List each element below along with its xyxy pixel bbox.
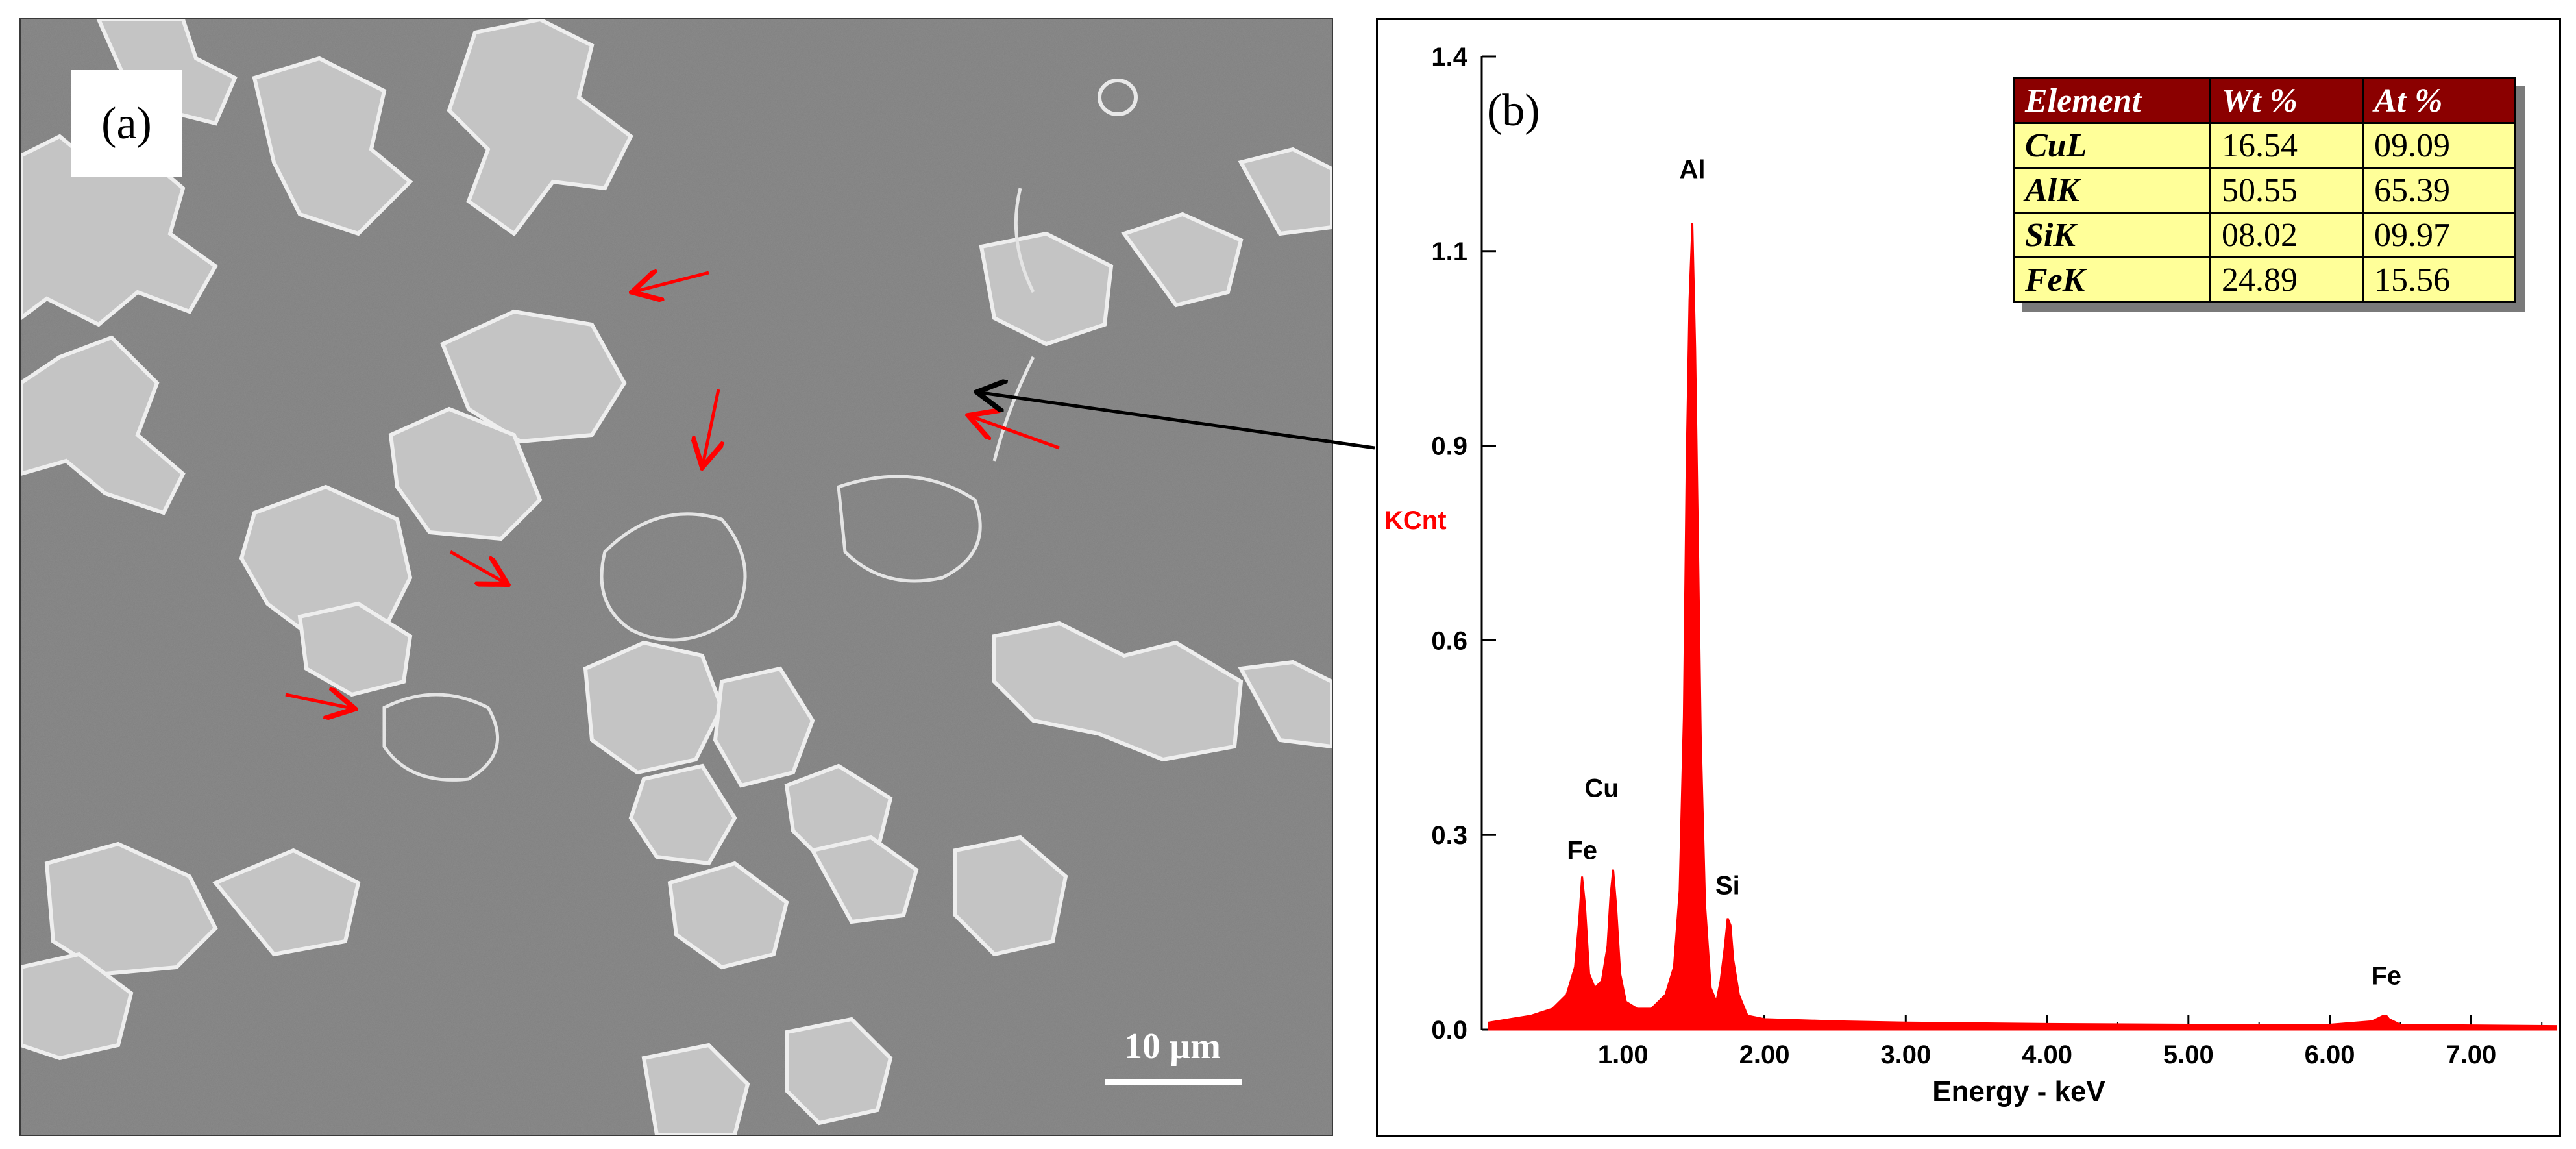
x-tick-label: 4.00 [2022, 1041, 2072, 1069]
y-tick-label: 1.4 [1431, 43, 1467, 71]
x-tick-label: 6.00 [2305, 1041, 2355, 1069]
panel-b-label: (b) [1487, 86, 1540, 136]
cell-wt: 16.54 [2209, 122, 2364, 169]
header-element: Element [2013, 77, 2211, 124]
cell-at: 65.39 [2362, 167, 2516, 214]
header-wt: Wt % [2209, 77, 2364, 124]
eds-spectrum-panel: (b) 0.0 0.3 0.6 0.9 1.1 1.4 1.00 2.00 3.00 4.00 5.… [1376, 18, 2561, 1137]
scale-bar-label: 10 µm [1124, 1026, 1221, 1067]
spectrum-series-0 [1488, 223, 2557, 1031]
header-at: At % [2362, 77, 2516, 124]
peak-label: Cu [1584, 774, 1619, 802]
y-tick-label: 0.9 [1431, 432, 1467, 461]
x-axis-label: Energy - keV [1932, 1076, 2105, 1107]
eds-spectrum-chart: 0.0 0.3 0.6 0.9 1.1 1.4 1.00 2.00 3.00 4.00 5.00 6.… [1384, 43, 2557, 1107]
y-tick-label: 0.0 [1431, 1016, 1467, 1044]
y-axis-label: KCnt [1384, 506, 1447, 535]
peak-label: Si [1715, 871, 1740, 900]
x-tick-label: 3.00 [1880, 1041, 1931, 1069]
sem-micrograph-image [21, 19, 1332, 1135]
scale-bar [1105, 1079, 1242, 1085]
y-tick-label: 0.3 [1431, 821, 1467, 850]
x-tick-label: 1.00 [1598, 1041, 1649, 1069]
table-row: CuL 16.54 09.09 [2013, 122, 2516, 169]
cell-wt: 24.89 [2209, 256, 2364, 303]
composition-table: Element Wt % At % CuL 16.54 09.09 AlK 50… [2013, 77, 2516, 303]
black-arrow [977, 392, 1375, 450]
table-row: FeK 24.89 15.56 [2013, 256, 2516, 303]
y-tick-label: 1.1 [1431, 238, 1467, 266]
peak-label: Fe [2371, 961, 2401, 990]
cell-element: AlK [2013, 167, 2211, 214]
x-tick-label: 2.00 [1739, 1041, 1790, 1069]
table-header-row: Element Wt % At % [2013, 77, 2516, 124]
cell-at: 09.09 [2362, 122, 2516, 169]
cell-element: CuL [2013, 122, 2211, 169]
cell-at: 09.97 [2362, 212, 2516, 258]
x-tick-label: 7.00 [2446, 1041, 2496, 1069]
cell-wt: 08.02 [2209, 212, 2364, 258]
peak-label: Fe [1567, 837, 1597, 865]
table-row: AlK 50.55 65.39 [2013, 167, 2516, 214]
table-row: SiK 08.02 09.97 [2013, 212, 2516, 258]
cell-element: FeK [2013, 256, 2211, 303]
peak-label: Al [1679, 155, 1705, 184]
cell-element: SiK [2013, 212, 2211, 258]
cell-wt: 50.55 [2209, 167, 2364, 214]
cell-at: 15.56 [2362, 256, 2516, 303]
y-tick-label: 0.6 [1431, 626, 1467, 655]
panel-a-label: (a) [71, 70, 182, 177]
x-tick-label: 5.00 [2163, 1041, 2214, 1069]
sem-micrograph-panel: (a) 10 µm [19, 18, 1333, 1136]
